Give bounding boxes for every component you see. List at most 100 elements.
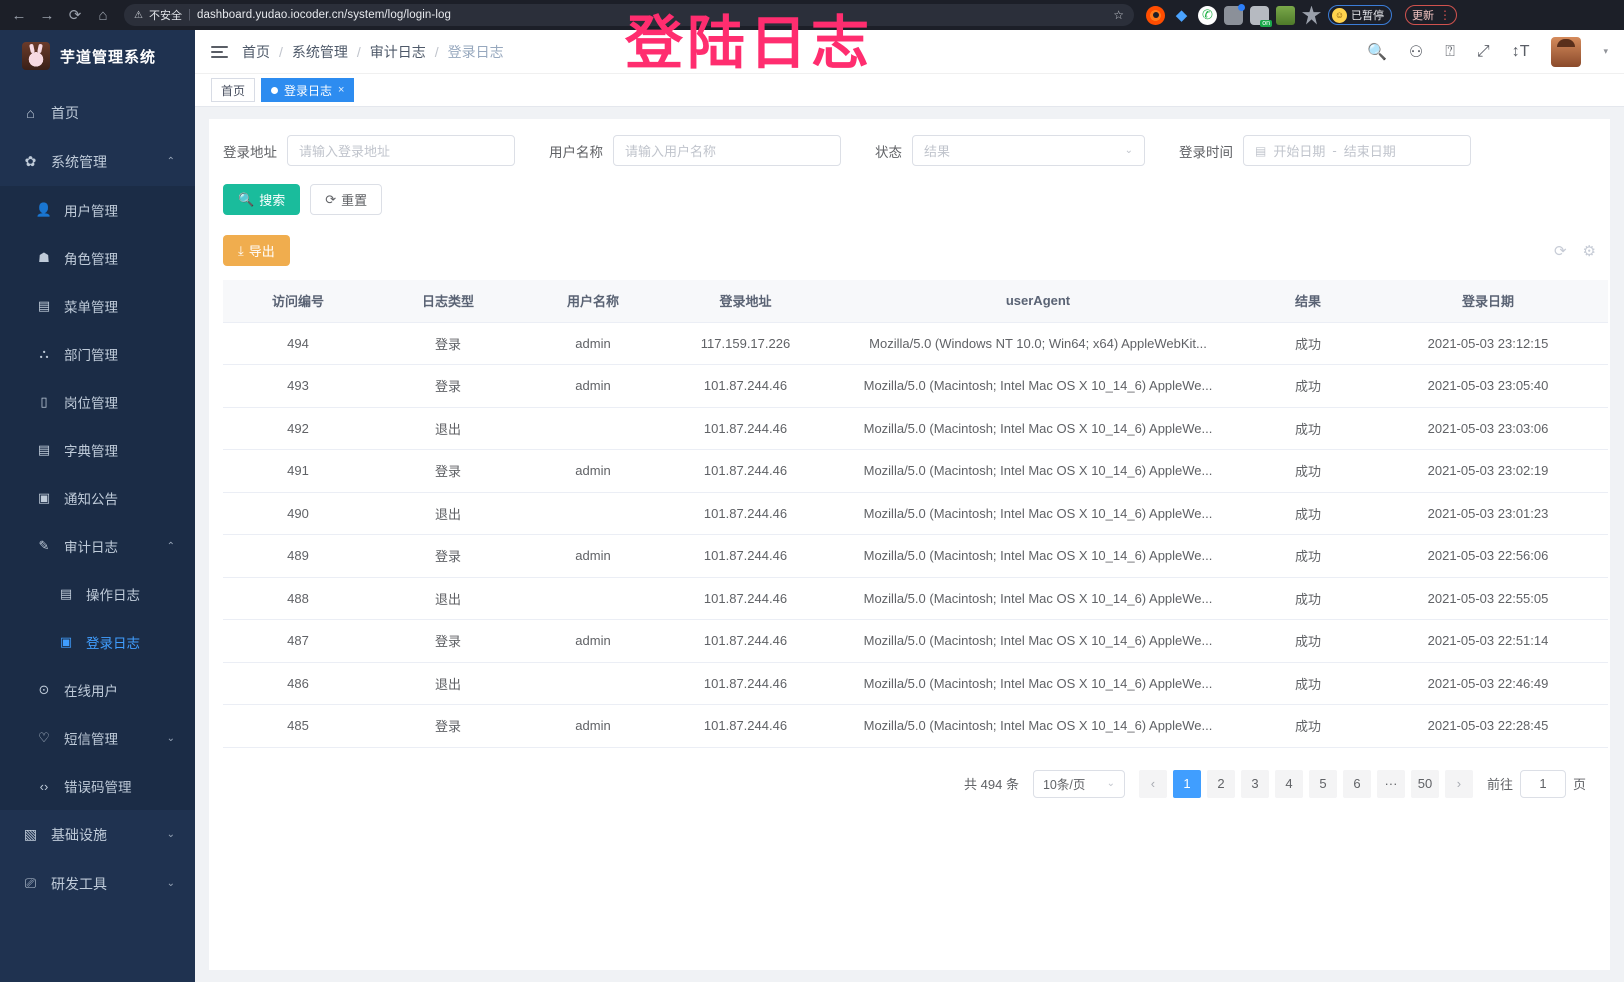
breadcrumb-item[interactable]: 审计日志 bbox=[369, 43, 426, 60]
cell-type: 登录 bbox=[373, 534, 523, 578]
extension-icon-4[interactable] bbox=[1224, 3, 1245, 25]
sidebar-toggle-icon[interactable] bbox=[211, 45, 228, 58]
column-settings-icon[interactable]: ⚙ bbox=[1582, 242, 1596, 260]
table-row[interactable]: 487 登录 admin 101.87.244.46 Mozilla/5.0 (… bbox=[223, 619, 1608, 663]
table-row[interactable]: 490 退出 101.87.244.46 Mozilla/5.0 (Macint… bbox=[223, 492, 1608, 535]
sidebar-item-infra[interactable]: ▧ 基础设施 ⌄ bbox=[0, 810, 195, 859]
status-select[interactable]: 结果 ⌄ bbox=[912, 135, 1145, 166]
sidebar-item-devtool[interactable]: ⎚ 研发工具 ⌄ bbox=[0, 859, 195, 908]
username-input[interactable]: 请输入用户名称 bbox=[613, 135, 841, 166]
pagination-prev[interactable]: ‹ bbox=[1138, 769, 1167, 798]
table-row[interactable]: 488 退出 101.87.244.46 Mozilla/5.0 (Macint… bbox=[223, 577, 1608, 620]
sidebar-item-role-mgmt[interactable]: ☗ 角色管理 bbox=[0, 234, 195, 282]
pagination-page-5[interactable]: 5 bbox=[1308, 769, 1337, 798]
pagination-page-3[interactable]: 3 bbox=[1240, 769, 1269, 798]
fullscreen-icon[interactable]: ⤢ bbox=[1476, 42, 1490, 60]
sidebar-item-error-code[interactable]: ‹› 错误码管理 bbox=[0, 762, 195, 810]
sidebar-item-label: 字典管理 bbox=[64, 444, 118, 459]
table-row[interactable]: 492 退出 101.87.244.46 Mozilla/5.0 (Macint… bbox=[223, 407, 1608, 450]
close-icon[interactable]: × bbox=[338, 84, 345, 96]
extension-icon-2[interactable]: ◆ bbox=[1175, 7, 1188, 24]
extension-icon-1[interactable] bbox=[1146, 5, 1165, 25]
sidebar-item-notice[interactable]: ▣ 通知公告 bbox=[0, 474, 195, 522]
table-row[interactable]: 494 登录 admin 117.159.17.226 Mozilla/5.0 … bbox=[223, 322, 1608, 365]
reset-button[interactable]: ⟳ 重置 bbox=[310, 184, 383, 215]
sidebar-item-user-mgmt[interactable]: 👤 用户管理 bbox=[0, 186, 195, 234]
pagination-page-4[interactable]: 4 bbox=[1274, 769, 1303, 798]
chevron-down-icon: ⌄ bbox=[166, 878, 175, 889]
table-row[interactable]: 491 登录 admin 101.87.244.46 Mozilla/5.0 (… bbox=[223, 449, 1608, 493]
input-placeholder: 请输入登录地址 bbox=[299, 144, 391, 159]
breadcrumb-item[interactable]: 系统管理 bbox=[291, 43, 348, 60]
sidebar-item-post-mgmt[interactable]: ▯ 岗位管理 bbox=[0, 378, 195, 426]
table-row[interactable]: 493 登录 admin 101.87.244.46 Mozilla/5.0 (… bbox=[223, 364, 1608, 408]
font-size-icon[interactable]: ↕T bbox=[1511, 42, 1530, 60]
pagination-page-6[interactable]: 6 bbox=[1342, 769, 1371, 798]
sidebar-item-operation-log[interactable]: ▤ 操作日志 bbox=[0, 570, 195, 618]
pagination-next[interactable]: › bbox=[1444, 769, 1473, 798]
login-address-input[interactable]: 请输入登录地址 bbox=[287, 135, 515, 166]
tab-dot-icon bbox=[271, 86, 279, 94]
extension-icon-6[interactable] bbox=[1276, 5, 1295, 25]
end-date-placeholder: 结束日期 bbox=[1343, 144, 1396, 159]
cell-id: 489 bbox=[223, 534, 373, 578]
home-icon[interactable]: ⌂ bbox=[98, 6, 108, 24]
chevron-down-icon[interactable]: ▾ bbox=[1603, 46, 1608, 56]
table-row[interactable]: 485 登录 admin 101.87.244.46 Mozilla/5.0 (… bbox=[223, 704, 1608, 748]
table-tool-icons: ⟳ ⚙ bbox=[1554, 242, 1596, 260]
browser-toolbar: ← → ⟳ ⌂ ⚠ 不安全 | dashboard.yudao.iocoder.… bbox=[0, 0, 1624, 77]
sidebar-item-label: 部门管理 bbox=[64, 348, 118, 363]
sidebar-logo[interactable]: 芋道管理系统 bbox=[0, 30, 195, 82]
extension-icon-5[interactable]: on bbox=[1250, 5, 1272, 27]
sidebar-item-menu-mgmt[interactable]: ▤ 菜单管理 bbox=[0, 282, 195, 330]
cell-id: 491 bbox=[223, 449, 373, 493]
table-row[interactable]: 489 登录 admin 101.87.244.46 Mozilla/5.0 (… bbox=[223, 534, 1608, 578]
sidebar-item-online-user[interactable]: ⊙ 在线用户 bbox=[0, 666, 195, 714]
jump-page-input[interactable]: 1 bbox=[1519, 769, 1566, 798]
refresh-icon[interactable]: ⟳ bbox=[1553, 242, 1567, 260]
pagination-page-2[interactable]: 2 bbox=[1206, 769, 1235, 798]
paused-badge[interactable]: ☺ 已暂停 bbox=[1328, 5, 1392, 25]
sidebar-item-label: 通知公告 bbox=[64, 492, 118, 507]
cell-user bbox=[523, 492, 663, 535]
search-button[interactable]: 🔍 搜索 bbox=[223, 184, 301, 215]
sidebar-item-system[interactable]: ✿ 系统管理 ⌃ bbox=[0, 137, 195, 186]
export-button[interactable]: ⤓ 导出 bbox=[223, 235, 290, 266]
address-bar[interactable]: ⚠ 不安全 | dashboard.yudao.iocoder.cn/syste… bbox=[124, 4, 1134, 26]
sidebar-item-home[interactable]: ⌂ 首页 bbox=[0, 88, 195, 137]
sidebar-item-audit-log[interactable]: ✎ 审计日志 ⌃ bbox=[0, 522, 195, 570]
table-row[interactable]: 486 退出 101.87.244.46 Mozilla/5.0 (Macint… bbox=[223, 662, 1608, 705]
pagination-ellipsis[interactable]: ··· bbox=[1376, 769, 1405, 798]
search-icon[interactable]: 🔍 bbox=[1367, 43, 1387, 61]
extension-icon-3[interactable]: ✆ bbox=[1198, 5, 1217, 25]
warning-icon: ⚠ bbox=[134, 9, 143, 21]
sidebar-item-login-log[interactable]: ▣ 登录日志 bbox=[0, 618, 195, 666]
sidebar-item-sms-mgmt[interactable]: ♡ 短信管理 ⌄ bbox=[0, 714, 195, 762]
pagination-page-50[interactable]: 50 bbox=[1410, 769, 1439, 798]
extension-puzzle-icon[interactable] bbox=[1302, 5, 1321, 25]
update-label: 更新 bbox=[1412, 10, 1434, 22]
tab-login-log[interactable]: 登录日志 × bbox=[261, 78, 355, 102]
sidebar-item-dept-mgmt[interactable]: ⛬ 部门管理 bbox=[0, 330, 195, 378]
cell-date: 2021-05-03 23:01:23 bbox=[1368, 492, 1608, 535]
kebab-menu-icon[interactable]: ⋮ bbox=[1439, 8, 1451, 22]
breadcrumb-item[interactable]: 首页 bbox=[242, 43, 270, 60]
back-icon[interactable]: ← bbox=[11, 6, 27, 24]
update-badge[interactable]: 更新 ⋮ bbox=[1405, 5, 1457, 25]
cell-id: 494 bbox=[223, 322, 373, 365]
page-size-select[interactable]: 10条/页 ⌄ bbox=[1032, 769, 1125, 798]
omnibox-divider: | bbox=[187, 9, 191, 21]
avatar[interactable] bbox=[1551, 36, 1582, 67]
bookmark-star-icon[interactable]: ☆ bbox=[1113, 8, 1124, 22]
sidebar-item-dict-mgmt[interactable]: ▤ 字典管理 bbox=[0, 426, 195, 474]
date-range-picker[interactable]: ▤ 开始日期 - 结束日期 bbox=[1243, 135, 1471, 166]
forward-icon[interactable]: → bbox=[39, 6, 55, 24]
pagination-page-1[interactable]: 1 bbox=[1172, 769, 1201, 798]
date-range-dash: - bbox=[1332, 143, 1337, 158]
sidebar-submenu-system: 👤 用户管理 ☗ 角色管理 ▤ 菜单管理 ⛬ 部门管理 ▯ 岗位管理 bbox=[0, 186, 195, 810]
reload-icon[interactable]: ⟳ bbox=[68, 7, 82, 24]
emoji-face-icon: ☺ bbox=[1332, 7, 1347, 23]
help-icon[interactable]: ⍰ bbox=[1445, 42, 1455, 60]
github-icon[interactable]: ⚇ bbox=[1408, 43, 1424, 61]
tab-home[interactable]: 首页 bbox=[211, 78, 256, 102]
